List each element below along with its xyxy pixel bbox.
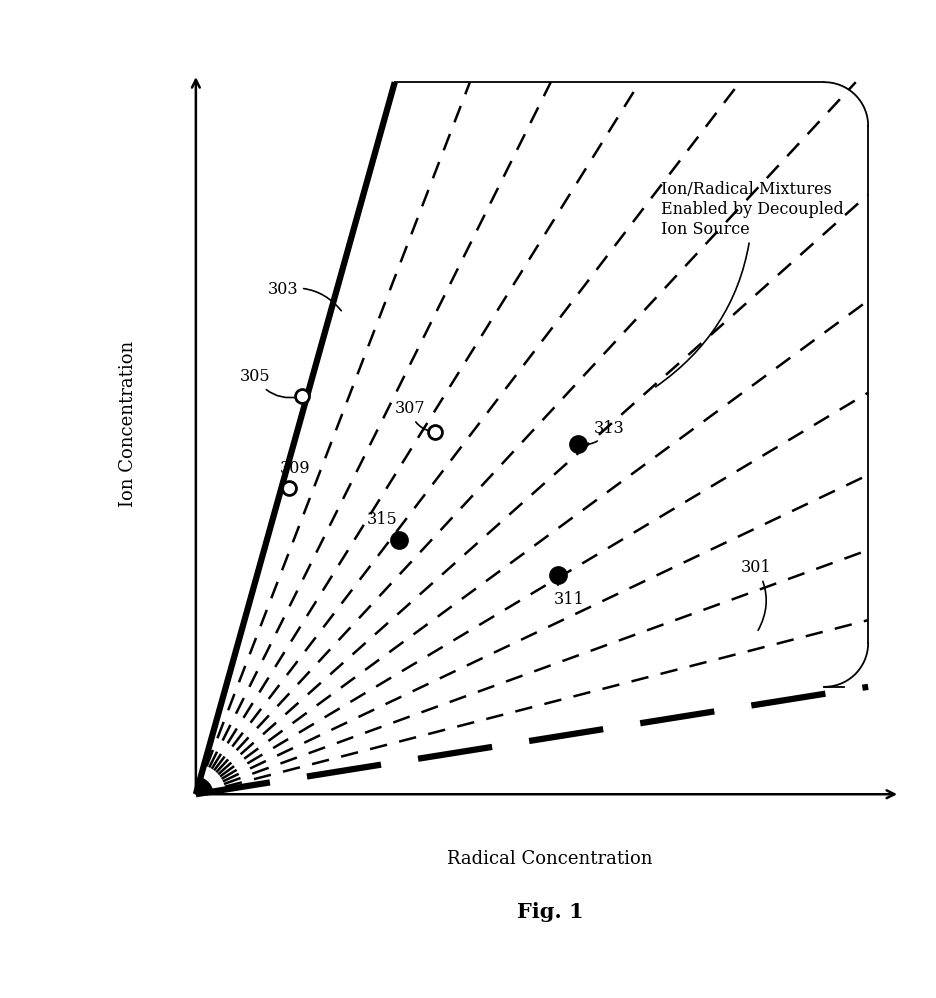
- Text: 309: 309: [280, 459, 310, 485]
- Text: Radical Concentration: Radical Concentration: [447, 850, 652, 868]
- Text: 307: 307: [395, 400, 431, 432]
- Text: 305: 305: [240, 368, 299, 397]
- Text: Ion Concentration: Ion Concentration: [119, 341, 138, 507]
- Text: 303: 303: [268, 280, 342, 310]
- Text: 315: 315: [367, 511, 399, 537]
- Text: Ion/Radical Mixtures
Enabled by Decoupled
Ion Source: Ion/Radical Mixtures Enabled by Decouple…: [655, 182, 844, 387]
- Text: 313: 313: [580, 420, 624, 444]
- Text: 301: 301: [741, 559, 771, 631]
- Text: 311: 311: [554, 578, 585, 608]
- Text: Fig. 1: Fig. 1: [517, 901, 583, 921]
